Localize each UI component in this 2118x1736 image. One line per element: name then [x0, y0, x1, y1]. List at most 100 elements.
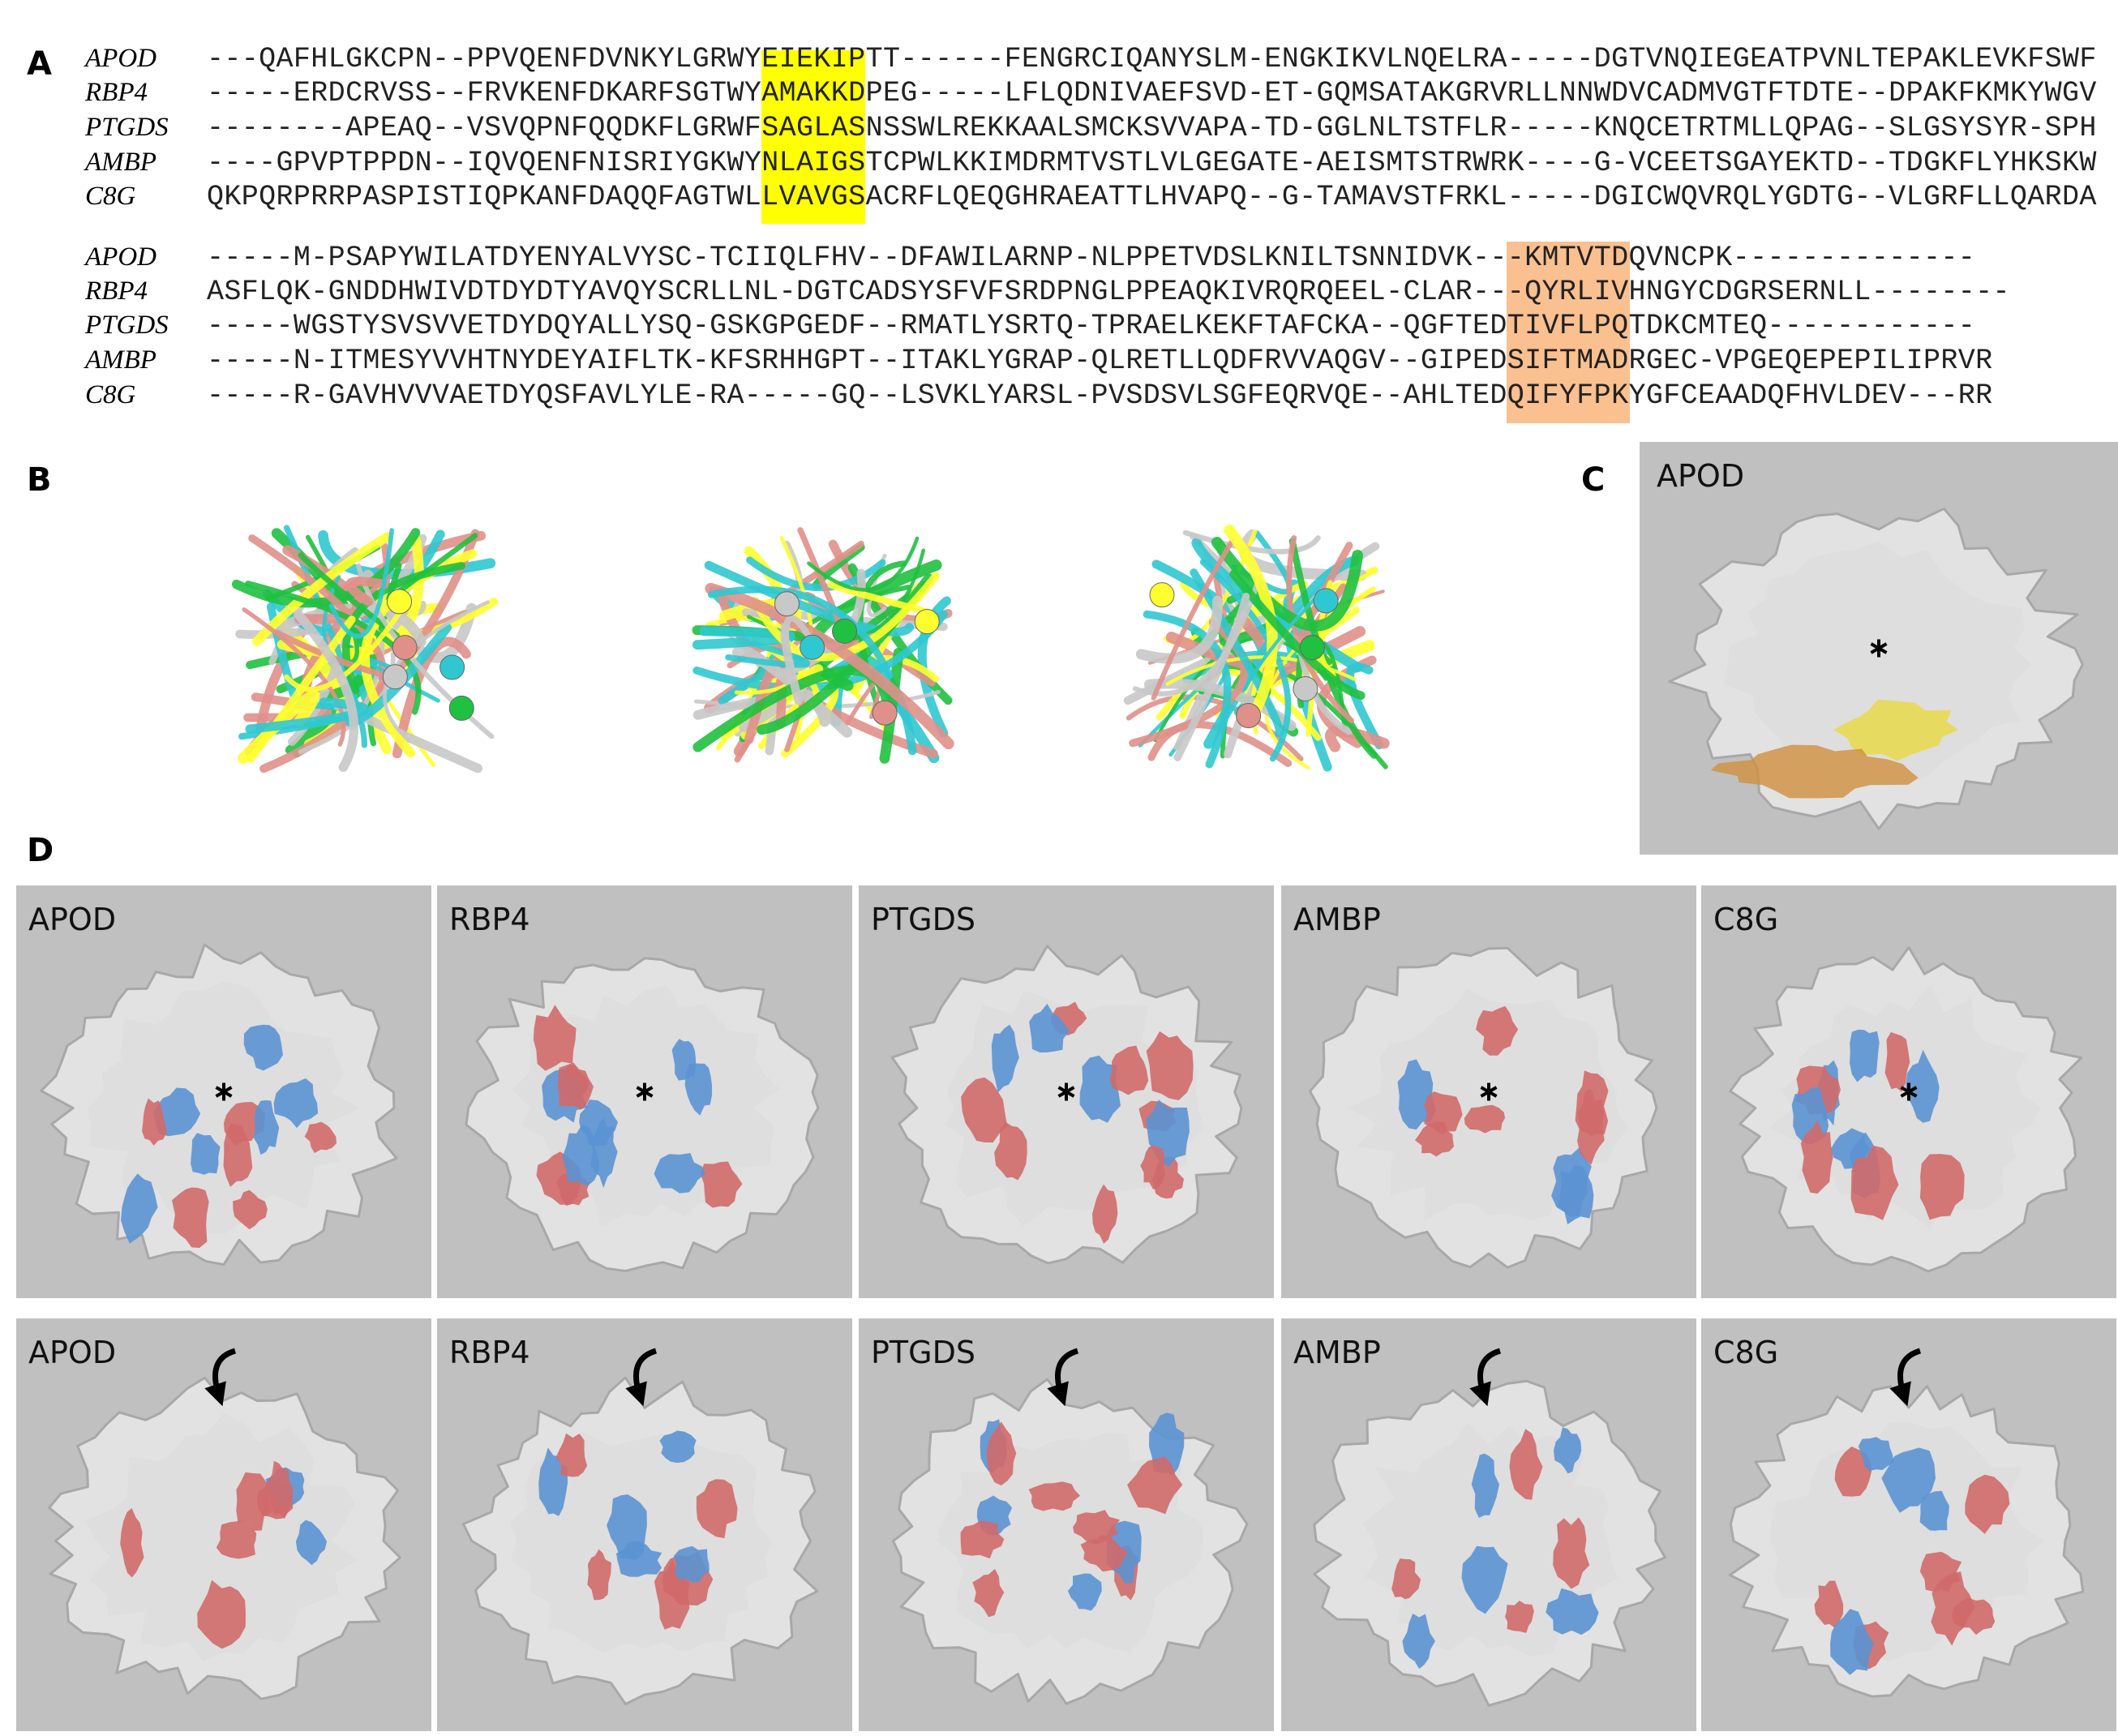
- patch: [538, 1447, 568, 1516]
- ribbon: [1325, 725, 1390, 752]
- panel-title: AMBP: [1293, 902, 1381, 937]
- surface: [1313, 1379, 1666, 1707]
- ribbon: [707, 585, 894, 679]
- patch: [557, 1062, 594, 1110]
- patch: [1127, 1456, 1183, 1515]
- patch: [304, 1121, 337, 1153]
- patch: [1850, 1145, 1899, 1220]
- patch: [120, 1508, 144, 1578]
- surface: [48, 1376, 401, 1700]
- protein-surface-inner: [1723, 541, 2032, 787]
- patch: [1546, 1588, 1599, 1635]
- ribbon: [1182, 529, 1321, 555]
- sequence-name: APOD: [84, 44, 156, 73]
- sequence: --------APEAQ--VSVQPNFQQDKFLGRWFSAGLASNS…: [207, 112, 2096, 144]
- ribbon: [293, 609, 358, 772]
- ribbon: [1297, 649, 1353, 735]
- sequence: -----M-PSAPYWILATDYENYALVYSC-TCIIQLFHV--…: [207, 242, 1975, 274]
- sphere: [382, 664, 408, 690]
- ribbon: [298, 552, 400, 639]
- sphere: [1299, 635, 1325, 661]
- patch: [1067, 1573, 1102, 1611]
- sequence-name: C8G: [85, 380, 136, 409]
- patch: [972, 1568, 1005, 1618]
- ribbon: [917, 596, 951, 738]
- ribbon: [751, 572, 940, 662]
- ribbon: [1179, 566, 1378, 613]
- sphere: [800, 634, 825, 660]
- sequence: -----WGSTYSVSVVETDYDQYALLYSQ-GSKGPGEDF--…: [207, 310, 1975, 342]
- patch: [254, 1099, 280, 1155]
- patch: [1140, 1146, 1165, 1189]
- sequence: -----R-GAVHVVVAETDYQSFAVLYLE-RA-----GQ--…: [207, 379, 1992, 412]
- patch: [1073, 1510, 1121, 1545]
- sequence-name: RBP4: [84, 276, 148, 306]
- ribbon: [1151, 538, 1235, 701]
- patch: [961, 1077, 1008, 1143]
- ligand-yellow: [1833, 699, 1959, 761]
- panel-title: PTGDS: [871, 902, 975, 937]
- surface: [891, 1378, 1249, 1705]
- patch: [590, 1117, 618, 1189]
- panel-label: A: [27, 45, 52, 83]
- ribbon: [1135, 595, 1224, 664]
- panel-title: APOD: [1657, 458, 1744, 494]
- sphere: [1236, 703, 1262, 729]
- ribbon: [1243, 593, 1320, 691]
- asterisk: [1900, 1086, 1918, 1098]
- sequence: ---QAFHLGKCPN--PPVQENFDVNKYLGRWYEIEKIPTT…: [207, 43, 2096, 75]
- panel-title: APOD: [28, 1335, 116, 1370]
- asterisk: [1480, 1086, 1498, 1098]
- sequence: ----GPVPTPPDN--IQVQENFNISRIYGKWYNLAIGSTC…: [207, 147, 2096, 179]
- surface: [1728, 1385, 2085, 1698]
- patch: [1931, 1571, 1975, 1646]
- ribbon: [692, 626, 795, 650]
- ribbon: [1147, 721, 1293, 767]
- patch: [1146, 1031, 1194, 1100]
- ligand-orange: [1710, 744, 1919, 799]
- ribbon: [705, 582, 954, 750]
- sphere: [872, 700, 898, 726]
- patch: [1505, 1601, 1534, 1633]
- surface: [890, 945, 1243, 1265]
- patch: [673, 1545, 710, 1583]
- patch: [1028, 1481, 1080, 1511]
- sequence-name: RBP4: [84, 78, 148, 107]
- patch: [1471, 1453, 1499, 1518]
- ribbon: [725, 641, 811, 668]
- surface: [461, 1376, 819, 1706]
- surface: [1309, 946, 1658, 1269]
- panel-title: RBP4: [449, 902, 530, 937]
- ribbon: [1318, 586, 1376, 679]
- patch: [1884, 1031, 1910, 1092]
- patch: [654, 1153, 706, 1194]
- patch: [216, 1520, 257, 1559]
- patch: [265, 1460, 294, 1520]
- sequence-name: C8G: [85, 182, 136, 211]
- sphere: [774, 591, 800, 617]
- patch: [1919, 1490, 1949, 1531]
- curved-arrow: [204, 1348, 237, 1407]
- patch: [659, 1430, 697, 1464]
- patch: [991, 1024, 1019, 1093]
- ribbon: [1211, 536, 1363, 632]
- asterisk: [1057, 1086, 1075, 1098]
- sphere: [1313, 588, 1339, 614]
- asterisk: [1870, 642, 1888, 654]
- ribbon: [1286, 535, 1355, 724]
- patch: [121, 1173, 158, 1244]
- patch: [696, 1479, 738, 1539]
- surface: [465, 957, 820, 1272]
- patch: [1575, 1070, 1609, 1137]
- ribbon: [345, 577, 389, 607]
- patch: [1391, 1558, 1421, 1600]
- sequence: ASFLQK-GNDDHWIVDTDYDTYAVQYSCRLLNL-DGTCAD…: [207, 276, 2010, 308]
- patch: [243, 1024, 283, 1071]
- patch: [1476, 1005, 1519, 1056]
- ribbon: [328, 528, 394, 639]
- surface: [1729, 945, 2083, 1273]
- ribbon: [746, 556, 886, 592]
- patch: [555, 1433, 587, 1477]
- panel-title: C8G: [1713, 902, 1778, 937]
